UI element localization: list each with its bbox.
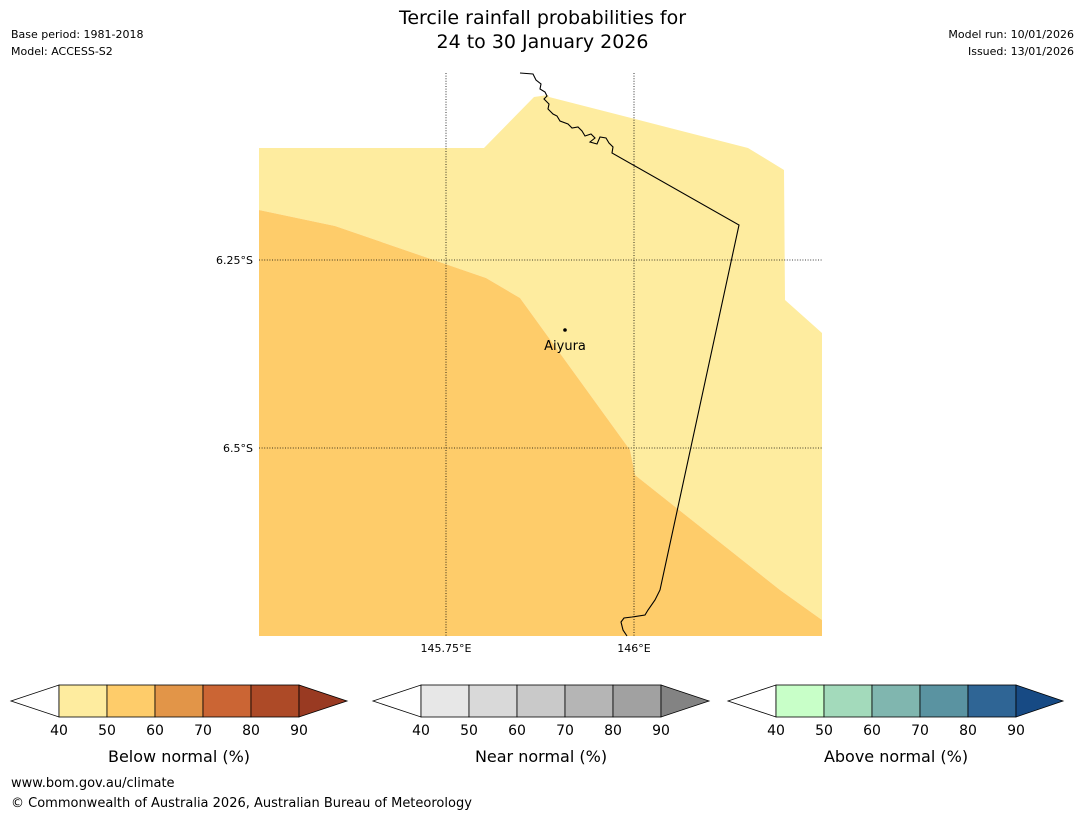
colorbar-swatch	[823, 684, 873, 718]
lat-label-6-5: 6.5°S	[223, 442, 253, 455]
lon-label-146: 146°E	[617, 642, 650, 655]
colorbar-tick-label: 50	[98, 723, 116, 739]
colorbar-tick-label: 70	[911, 723, 929, 739]
colorbar-high-extension	[660, 684, 711, 718]
colorbar-swatch	[154, 684, 204, 718]
colorbar-swatch	[564, 684, 614, 718]
colorbar-tick-label: 40	[767, 723, 785, 739]
map-title: Tercile rainfall probabilities for 24 to…	[0, 6, 1085, 54]
colorbar-tick-label: 80	[242, 723, 260, 739]
colorbar-1: 40 50 60 70 80 90 Below normal (%)	[9, 684, 349, 766]
lat-label-6-25: 6.25°S	[216, 254, 253, 267]
meta-right: Model run: 10/01/2026 Issued: 13/01/2026	[948, 26, 1074, 60]
place-marker	[563, 328, 567, 332]
meta-left: Base period: 1981-2018 Model: ACCESS-S2	[11, 26, 143, 60]
colorbar-3: 40 50 60 70 80 90 Above normal (%)	[726, 684, 1065, 766]
colorbar-low-extension	[9, 684, 60, 718]
colorbar-swatch	[612, 684, 662, 718]
colorbar-2: 40 50 60 70 80 90 Near normal (%)	[371, 684, 711, 766]
colorbar-low-extension	[371, 684, 422, 718]
title-line-2: 24 to 30 January 2026	[436, 31, 649, 53]
colorbar-swatch	[468, 684, 518, 718]
region-50-60-percent	[259, 210, 822, 636]
colorbar-swatch	[775, 684, 825, 718]
colorbar-legends: 40 50 60 70 80 90 Below normal (%) 40 50 60 70 80 90…	[9, 684, 1065, 766]
colorbar-tick-label: 50	[815, 723, 833, 739]
footer: www.bom.gov.au/climate © Commonwealth of…	[11, 774, 472, 814]
colorbar-high-extension	[298, 684, 349, 718]
colorbar-swatch	[106, 684, 156, 718]
footer-copyright: © Commonwealth of Australia 2026, Austra…	[11, 796, 472, 811]
base-period: Base period: 1981-2018	[11, 28, 144, 41]
colorbar-tick-label: 40	[412, 723, 430, 739]
colorbar-tick-label: 60	[508, 723, 526, 739]
region-40-50-percent	[259, 95, 822, 620]
colorbar-swatch	[202, 684, 252, 718]
colorbar-low-extension	[726, 684, 777, 718]
colorbar-high-extension	[1015, 684, 1065, 718]
colorbar-tick-label: 60	[863, 723, 881, 739]
colorbar-swatch	[871, 684, 921, 718]
colorbar-tick-label: 90	[652, 723, 670, 739]
lon-label-145-75: 145.75°E	[421, 642, 472, 655]
graticule	[259, 73, 822, 636]
colorbar-tick-label: 80	[959, 723, 977, 739]
place-label-aiyura: Aiyura	[544, 339, 586, 354]
colorbar-title: Above normal (%)	[824, 747, 968, 766]
issued-date: Issued: 13/01/2026	[967, 45, 1074, 58]
colorbar-tick-label: 70	[556, 723, 574, 739]
colorbar-tick-label: 70	[194, 723, 212, 739]
colorbar-swatch	[250, 684, 300, 718]
colorbar-swatch	[58, 684, 108, 718]
colorbar-tick-label: 40	[50, 723, 68, 739]
model-name: Model: ACCESS-S2	[11, 45, 113, 58]
colorbar-swatch	[967, 684, 1017, 718]
colorbar-tick-label: 90	[1007, 723, 1025, 739]
title-line-1: Tercile rainfall probabilities for	[398, 7, 687, 29]
colorbar-swatch	[420, 684, 470, 718]
model-run: Model run: 10/01/2026	[948, 28, 1074, 41]
colorbar-title: Near normal (%)	[475, 747, 607, 766]
footer-url: www.bom.gov.au/climate	[11, 776, 175, 791]
colorbar-swatch	[516, 684, 566, 718]
colorbar-tick-label: 50	[460, 723, 478, 739]
colorbar-tick-label: 90	[290, 723, 308, 739]
colorbar-tick-label: 80	[604, 723, 622, 739]
colorbar-swatch	[919, 684, 969, 718]
colorbar-title: Below normal (%)	[108, 747, 250, 766]
colorbar-tick-label: 60	[146, 723, 164, 739]
province-border	[519, 72, 740, 637]
